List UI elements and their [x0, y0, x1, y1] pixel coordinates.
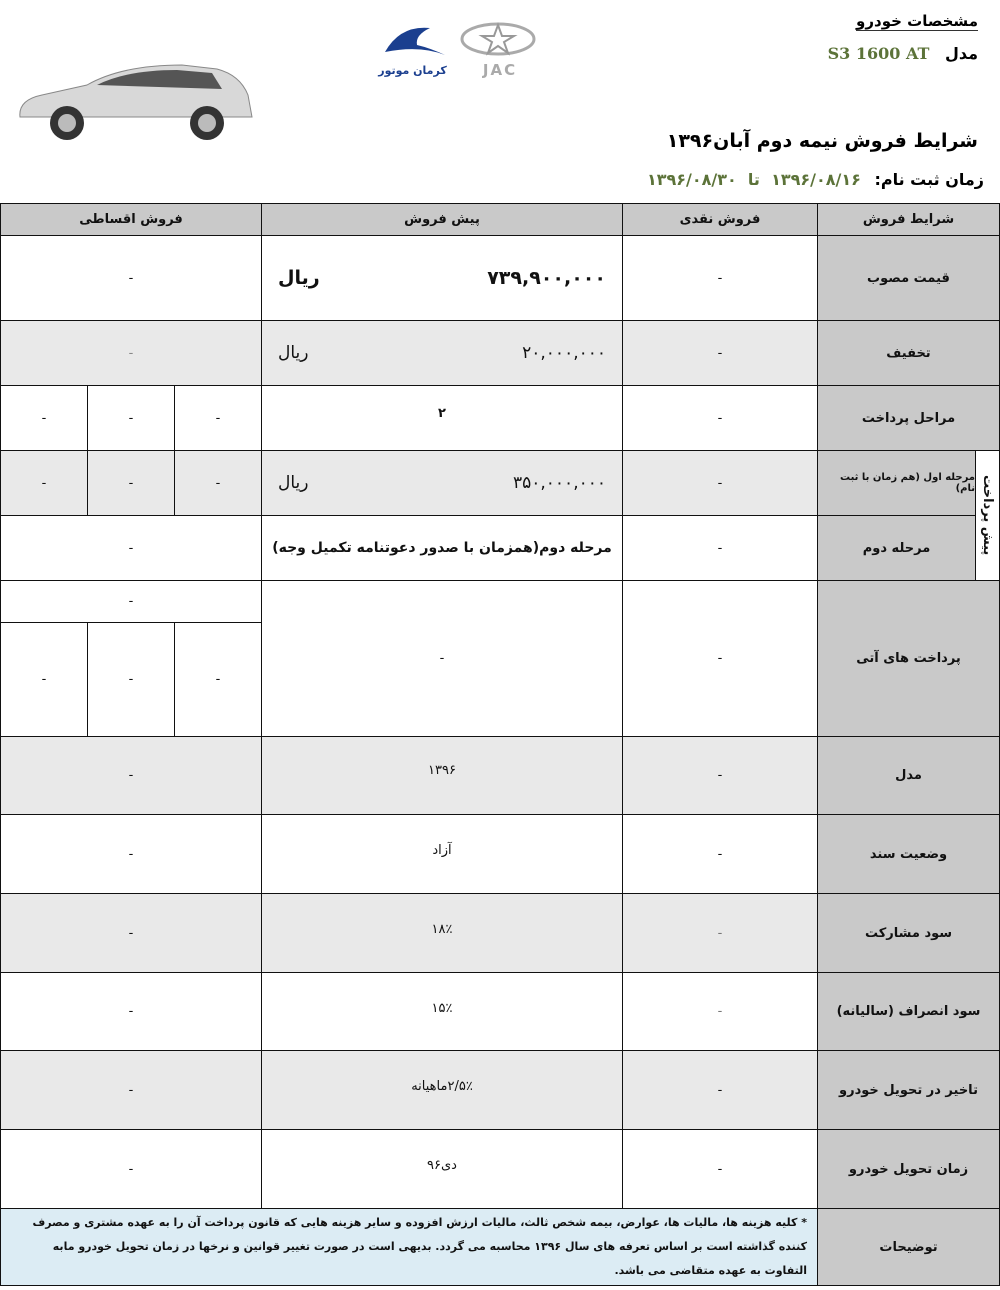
row-label-stage2: مرحله دوم: [817, 515, 976, 581]
row-label-profit: سود مشارکت: [817, 893, 1000, 973]
row-label-cancel: سود انصراف (سالیانه): [817, 972, 1000, 1051]
presale-delivery: دی۹۶: [261, 1129, 623, 1209]
row-label-discount: تخفیف: [817, 320, 1000, 386]
cash-document: -: [622, 814, 818, 894]
cash-cancel: -: [622, 972, 818, 1051]
cash-profit: -: [622, 893, 818, 973]
installment-future-top: -: [0, 580, 262, 623]
kerman-motor-logo: کرمان موتور: [375, 20, 450, 77]
presale-stages: ۲: [261, 385, 623, 451]
cash-delay: -: [622, 1050, 818, 1130]
installment-future-2: -: [87, 622, 175, 737]
installment-profit: -: [0, 893, 262, 973]
installment-stage1-3: -: [0, 450, 88, 516]
row-label-stages: مراحل پرداخت: [817, 385, 1000, 451]
cash-discount: -: [622, 320, 818, 386]
presale-stage2: مرحله دوم(همزمان با صدور دعوتنامه تکمیل …: [261, 515, 623, 581]
cash-model: -: [622, 736, 818, 815]
installment-delivery: -: [0, 1129, 262, 1209]
row-label-price: قیمت مصوب: [817, 235, 1000, 321]
presale-document: آزاد: [261, 814, 623, 894]
model-value: S3 1600 AT: [827, 44, 930, 63]
col-header-presale: پیش فروش: [261, 203, 623, 236]
col-header-installment: فروش اقساطی: [0, 203, 262, 236]
currency-unit: ریال: [278, 473, 309, 493]
currency-unit: ریال: [278, 267, 320, 289]
registration-line: زمان ثبت نام: ۱۳۹۶/۰۸/۱۶ تا ۱۳۹۶/۰۸/۳۰: [647, 170, 984, 189]
installment-discount: -: [0, 320, 262, 386]
model-line: مدل S3 1600 AT: [828, 44, 978, 63]
row-label-delay: تاخیر در تحویل خودرو: [817, 1050, 1000, 1130]
presale-price: ۷۳۹,۹۰۰,۰۰۰ ریال: [261, 235, 623, 321]
presale-cancel: ۱۵٪: [261, 972, 623, 1051]
installment-cancel: -: [0, 972, 262, 1051]
col-header-cash: فروش نقدی: [622, 203, 818, 236]
presale-delay: ۲/۵٪ماهیانه: [261, 1050, 623, 1130]
spec-title: مشخصات خودرو: [856, 12, 978, 31]
presale-price-value: ۷۳۹,۹۰۰,۰۰۰: [487, 267, 606, 289]
registration-dates: ۱۳۹۶/۰۸/۱۶ تا ۱۳۹۶/۰۸/۳۰: [646, 170, 861, 189]
currency-unit: ریال: [278, 343, 309, 363]
cash-delivery: -: [622, 1129, 818, 1209]
model-label: مدل: [944, 44, 978, 63]
presale-stage1-value: ۳۵۰,۰۰۰,۰۰۰: [513, 473, 606, 493]
installment-stages-1: -: [174, 385, 262, 451]
presale-profit: ۱۸٪: [261, 893, 623, 973]
presale-model: ۱۳۹۶: [261, 736, 623, 815]
cash-future: -: [622, 580, 818, 737]
installment-price: -: [0, 235, 262, 321]
row-label-stage1: مرحله اول (هم زمان با ثبت نام): [817, 450, 976, 516]
presale-discount-value: ۲۰,۰۰۰,۰۰۰: [522, 343, 606, 363]
installment-stages-2: -: [87, 385, 175, 451]
installment-stages-3: -: [0, 385, 88, 451]
cash-stage2: -: [622, 515, 818, 581]
notes-text: * کلیه هزینه ها، مالیات ها، عوارض، بیمه …: [0, 1208, 818, 1286]
row-label-model: مدل: [817, 736, 1000, 815]
installment-model: -: [0, 736, 262, 815]
installment-future-1: -: [174, 622, 262, 737]
row-label-future: پرداخت های آتی: [817, 580, 1000, 737]
installment-document: -: [0, 814, 262, 894]
jac-logo: JAC: [460, 22, 540, 79]
installment-delay: -: [0, 1050, 262, 1130]
col-header-conditions: شرایط فروش: [817, 203, 1000, 236]
presale-discount: ۲۰,۰۰۰,۰۰۰ ریال: [261, 320, 623, 386]
row-label-delivery: زمان تحویل خودرو: [817, 1129, 1000, 1209]
presale-stage1: ۳۵۰,۰۰۰,۰۰۰ ریال: [261, 450, 623, 516]
installment-stage1-2: -: [87, 450, 175, 516]
car-image: [19, 64, 253, 140]
registration-label: زمان ثبت نام:: [874, 170, 984, 189]
prepayment-group-label: پیش پرداخت: [975, 450, 1000, 581]
cash-stages: -: [622, 385, 818, 451]
row-label-notes: توضیحات: [817, 1208, 1000, 1286]
presale-future: -: [261, 580, 623, 737]
page-title: شرایط فروش نیمه دوم آبان۱۳۹۶: [666, 130, 978, 152]
cash-price: -: [622, 235, 818, 321]
cash-stage1: -: [622, 450, 818, 516]
installment-future-3: -: [0, 622, 88, 737]
installment-stage1-1: -: [174, 450, 262, 516]
row-label-document: وضعیت سند: [817, 814, 1000, 894]
installment-stage2: -: [0, 515, 262, 581]
